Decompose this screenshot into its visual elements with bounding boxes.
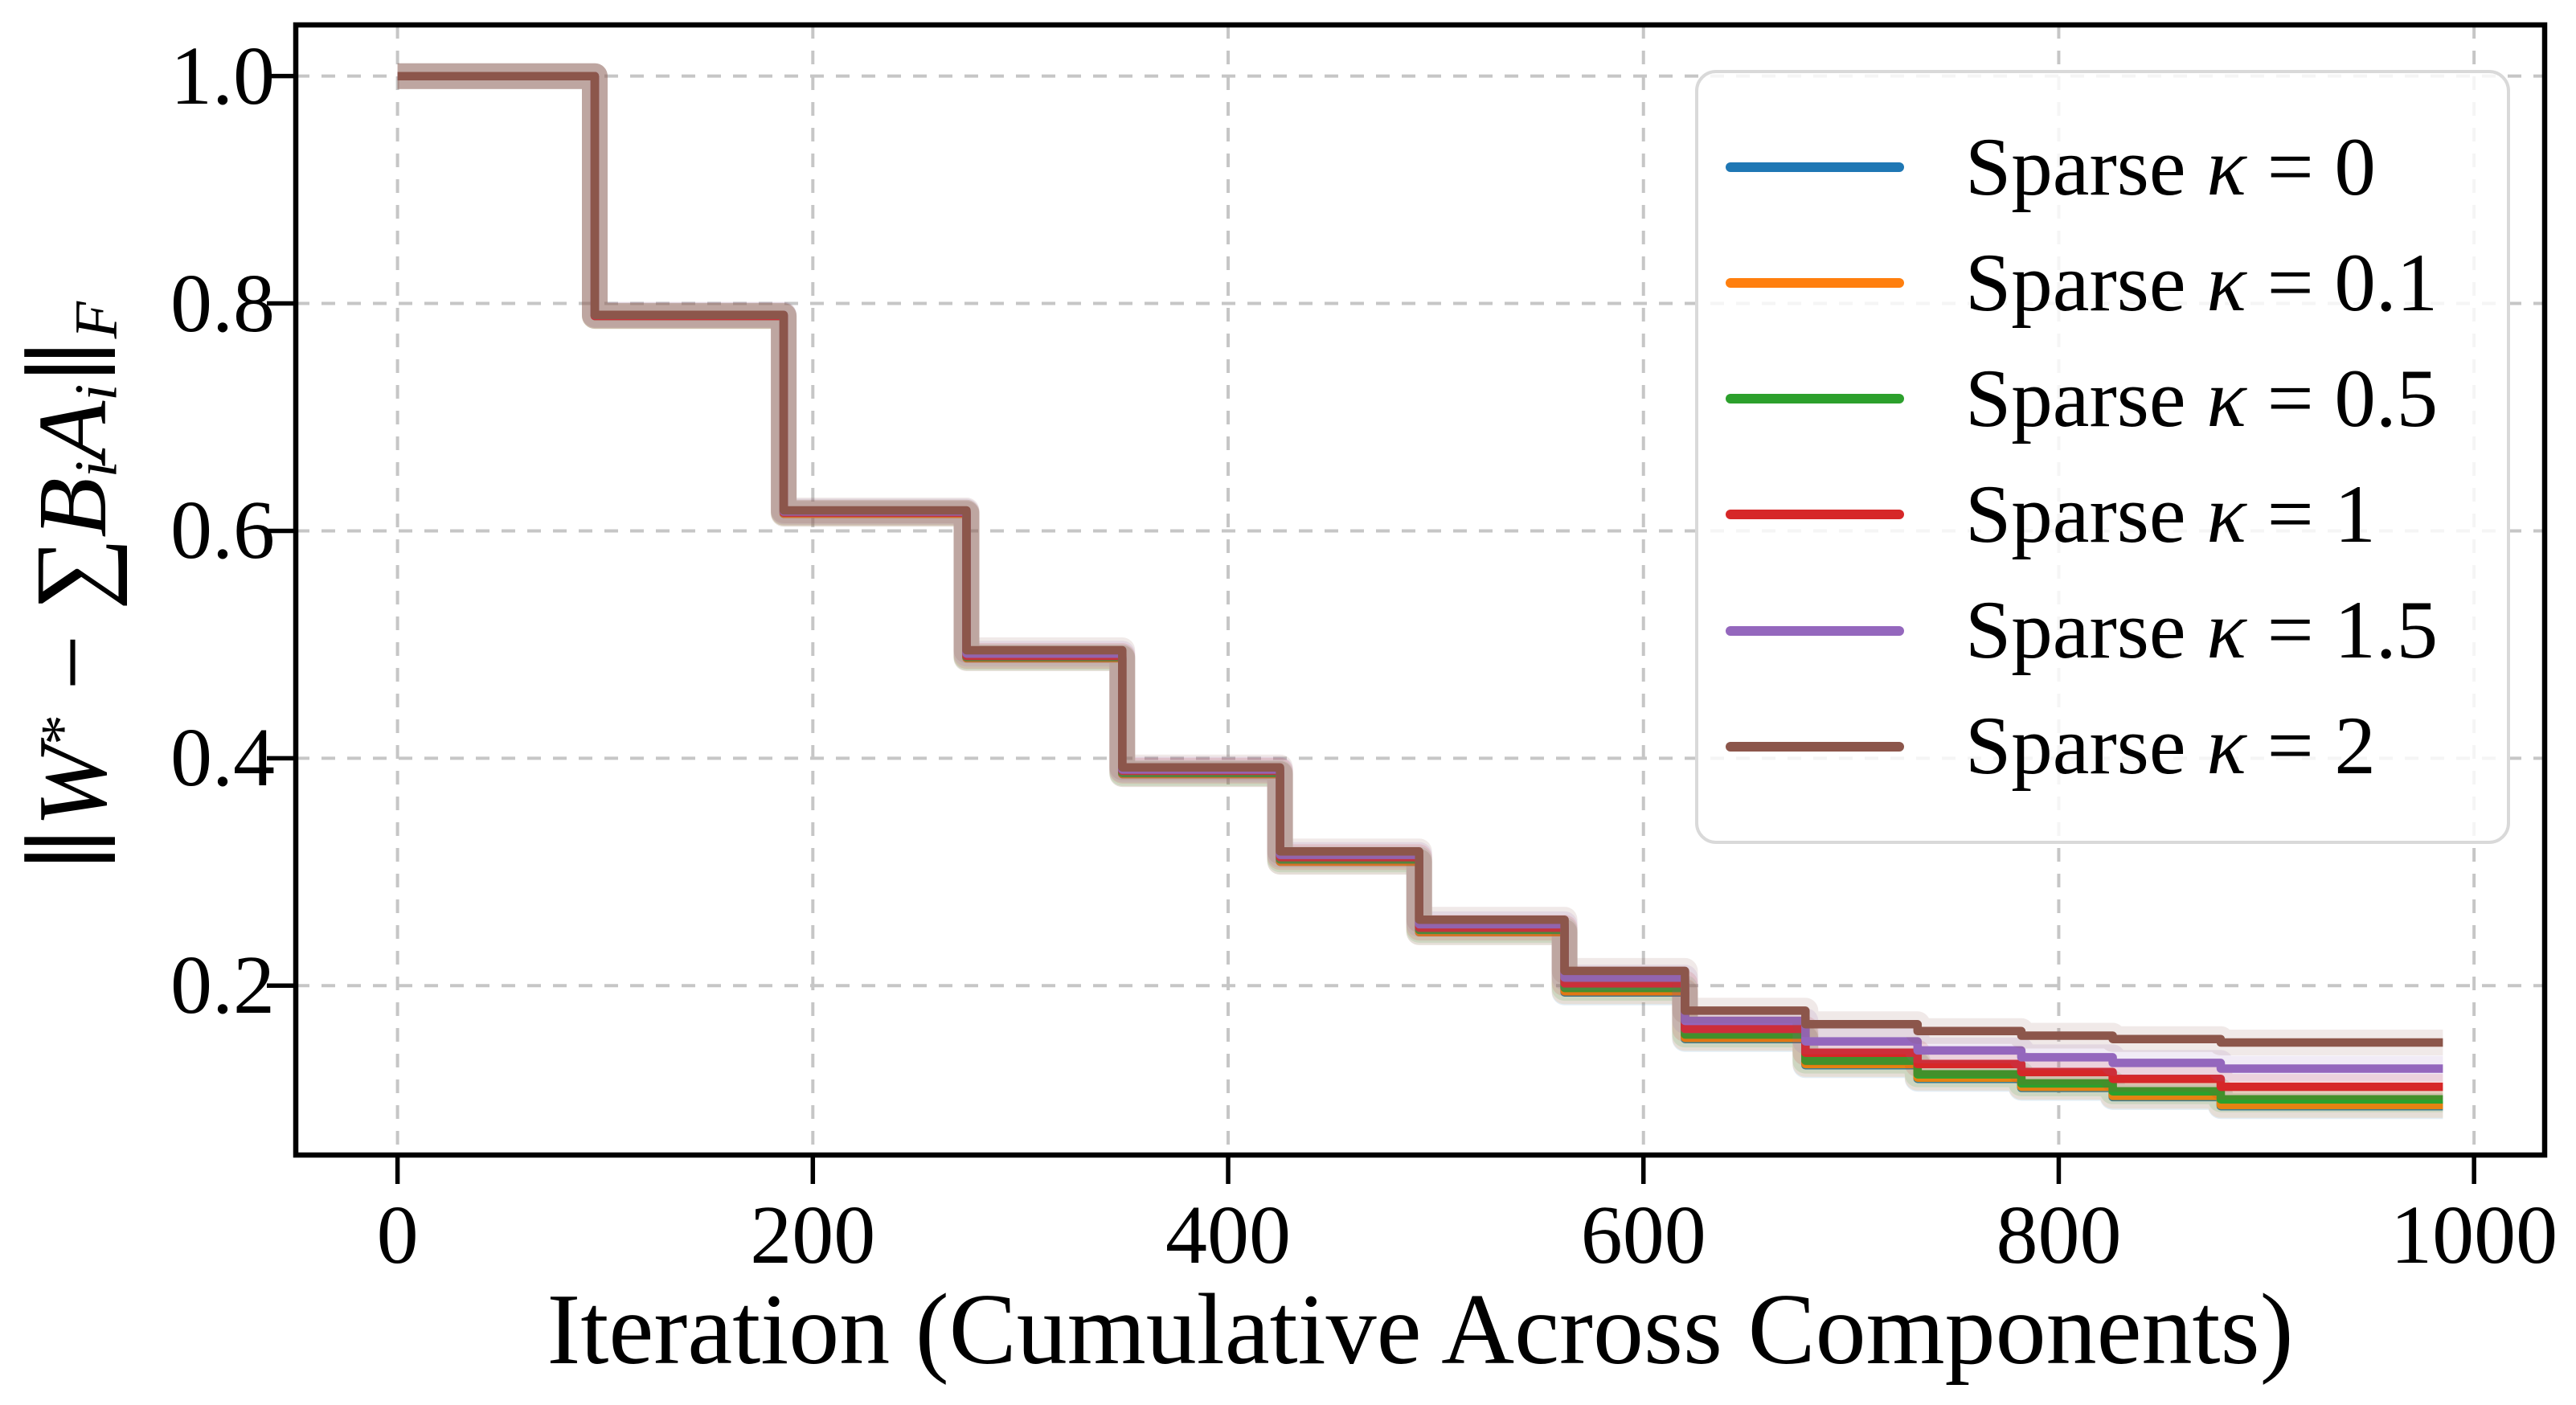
kappa-symbol: κ	[2206, 699, 2246, 792]
x-tick-label-0: 0	[376, 1189, 419, 1281]
legend-line-swatch	[1726, 510, 1904, 520]
legend-label: Sparse κ = 1.5	[1965, 584, 2439, 676]
legend-item: Sparse κ = 0.1	[1726, 236, 2480, 329]
x-tick-label-1000: 1000	[2390, 1189, 2558, 1281]
tick-marks	[267, 73, 2476, 1184]
y-axis-label-segment: A	[18, 400, 127, 461]
y-axis-label-segment: *	[29, 715, 96, 745]
y-tick-label-0.8: 0.8	[170, 256, 275, 350]
kappa-symbol: κ	[2206, 352, 2246, 444]
legend-line-swatch	[1726, 394, 1904, 404]
axes-spines	[293, 22, 2548, 1158]
y-axis-label-segment: W	[18, 744, 127, 827]
kappa-symbol: κ	[2206, 584, 2246, 676]
series-lines	[397, 63, 2443, 1120]
legend-item: Sparse κ = 0	[1726, 121, 2480, 213]
y-tick-label-0.6: 0.6	[170, 484, 275, 577]
kappa-symbol: κ	[2206, 468, 2246, 560]
legend-line-swatch	[1726, 162, 1904, 173]
legend-item: Sparse κ = 2	[1726, 699, 2480, 792]
legend-item: Sparse κ = 1.5	[1726, 584, 2480, 676]
legend-label: Sparse κ = 0.1	[1965, 236, 2439, 329]
x-axis-label: Iteration (Cumulative Across Components)	[547, 1274, 2294, 1386]
legend: Sparse κ = 0 Sparse κ = 0.1 Sparse κ = 0.5…	[1695, 70, 2510, 844]
y-axis-label-segment: i	[63, 461, 130, 478]
x-tick-label-400: 400	[1165, 1189, 1292, 1281]
y-tick-label-0.4: 0.4	[170, 711, 275, 805]
kappa-symbol: κ	[2206, 236, 2246, 329]
y-tick-label-1.0: 1.0	[170, 29, 275, 122]
x-tick-label-600: 600	[1580, 1189, 1706, 1281]
legend-line-swatch	[1726, 741, 1904, 752]
kappa-symbol: κ	[2206, 121, 2246, 213]
x-tick-label-200: 200	[750, 1189, 876, 1281]
x-tick-label-800: 800	[1996, 1189, 2122, 1281]
y-axis-label-segment: B	[18, 477, 127, 538]
y-axis-label-segment: i	[63, 383, 130, 401]
legend-label: Sparse κ = 0.5	[1965, 352, 2439, 444]
legend-item: Sparse κ = 0.5	[1726, 352, 2480, 444]
y-axis-label-segment: ∥	[18, 338, 127, 384]
legend-label: Sparse κ = 0	[1965, 121, 2376, 213]
legend-line-swatch	[1726, 625, 1904, 636]
y-axis-label-segment: ∥	[18, 826, 127, 872]
legend-label: Sparse κ = 2	[1965, 699, 2376, 792]
legend-line-swatch	[1726, 278, 1904, 289]
y-axis-label: ∥W* − ∑BiAi∥F	[15, 301, 130, 872]
y-axis-label-segment: F	[63, 301, 130, 339]
y-axis-label-segment: ∑	[14, 537, 128, 611]
legend-item: Sparse κ = 1	[1726, 469, 2480, 560]
legend-label: Sparse κ = 1	[1965, 468, 2376, 560]
series-line-Sparse κ = 2	[397, 72, 2443, 1047]
y-tick-label-0.2: 0.2	[170, 939, 275, 1032]
y-axis-label-segment: −	[18, 610, 127, 715]
